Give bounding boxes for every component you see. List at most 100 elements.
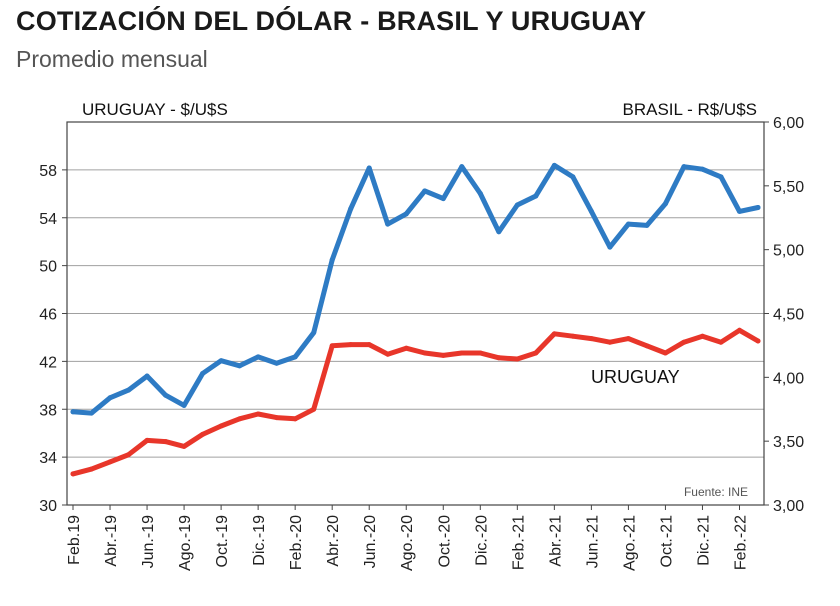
right-tick-label: 4,00 — [773, 370, 804, 387]
x-tick-label: Oct.-20 — [436, 515, 453, 568]
right-tick-label: 6,00 — [773, 115, 804, 132]
data-point — [570, 174, 576, 180]
data-point — [200, 371, 206, 377]
data-point — [699, 166, 705, 172]
data-point — [89, 410, 95, 416]
data-point — [496, 355, 502, 361]
data-point — [163, 392, 169, 398]
right-tick-label: 5,50 — [773, 179, 804, 196]
data-point — [514, 202, 520, 208]
source-note: Fuente: INE — [684, 485, 748, 499]
data-point — [477, 350, 483, 356]
data-point — [755, 205, 761, 211]
data-point — [440, 352, 446, 358]
gridlines — [67, 169, 764, 458]
data-point — [107, 459, 113, 465]
series-uruguay — [70, 327, 761, 477]
chart-subtitle: Promedio mensual — [16, 46, 208, 72]
data-point — [551, 162, 557, 168]
data-point — [385, 351, 391, 357]
data-point — [440, 196, 446, 202]
data-point — [292, 354, 298, 360]
data-point — [181, 402, 187, 408]
x-tick-label: Oct.-19 — [214, 515, 231, 568]
data-point — [144, 373, 150, 379]
x-tick-label: Abr.-21 — [547, 515, 564, 567]
data-point — [662, 350, 668, 356]
left-axis-title: URUGUAY - $/U$S — [82, 100, 228, 119]
data-point — [366, 165, 372, 171]
x-tick-label: Dic.-20 — [473, 515, 490, 566]
left-tick-label: 54 — [39, 211, 57, 228]
data-point — [385, 221, 391, 227]
data-point — [625, 336, 631, 342]
data-point — [533, 193, 539, 199]
data-point — [681, 164, 687, 170]
right-axis-title: BRASIL - R$/U$S — [623, 100, 757, 119]
data-point — [459, 164, 465, 170]
data-point — [255, 411, 261, 417]
series-lines — [70, 162, 761, 477]
right-tick-label: 5,00 — [773, 243, 804, 260]
x-tick-label: Abr.-19 — [103, 515, 120, 567]
data-point — [533, 350, 539, 356]
data-point — [329, 257, 335, 263]
left-tick-label: 38 — [39, 402, 57, 419]
data-point — [163, 439, 169, 445]
data-point — [403, 211, 409, 217]
data-point — [237, 416, 243, 422]
data-point — [699, 333, 705, 339]
x-tick-label: Feb.-22 — [732, 515, 749, 570]
data-point — [718, 339, 724, 345]
data-point — [200, 431, 206, 437]
data-point — [329, 343, 335, 349]
data-point — [274, 360, 280, 366]
x-tick-label: Feb.-20 — [288, 515, 305, 570]
series-line — [70, 327, 761, 477]
data-point — [255, 354, 261, 360]
left-tick-label: 30 — [39, 498, 57, 515]
right-tick-label: 3,00 — [773, 498, 804, 515]
x-tick-label: Jun.-20 — [362, 515, 379, 568]
x-tick-label: Jun.-21 — [584, 515, 601, 568]
data-point — [89, 466, 95, 472]
data-point — [422, 188, 428, 194]
x-tick-label: Jun.-19 — [140, 515, 157, 568]
data-point — [736, 208, 742, 214]
data-point — [292, 416, 298, 422]
data-point — [366, 342, 372, 348]
x-tick-label: Ago.-20 — [399, 515, 416, 571]
series-line — [70, 162, 761, 416]
data-point — [126, 387, 132, 393]
data-point — [218, 358, 224, 364]
data-point — [237, 363, 243, 369]
data-point — [607, 244, 613, 250]
data-point — [311, 406, 317, 412]
data-point — [311, 330, 317, 336]
data-point — [588, 336, 594, 342]
data-point — [607, 339, 613, 345]
data-point — [718, 174, 724, 180]
data-point — [126, 452, 132, 458]
data-point — [459, 350, 465, 356]
right-tick-label: 4,50 — [773, 307, 804, 324]
x-tick-label: Feb.19 — [66, 515, 83, 565]
data-point — [644, 222, 650, 228]
left-tick-label: 42 — [39, 354, 57, 371]
x-tick-label: Dic.-21 — [695, 515, 712, 566]
x-tick-label: Feb.-21 — [510, 515, 527, 570]
x-tick-label: Oct.-21 — [658, 515, 675, 568]
data-point — [496, 229, 502, 235]
right-axis-ticks: 3,00 3,50 4,00 4,50 5,00 5,50 6,00 — [764, 115, 804, 515]
data-point — [736, 327, 742, 333]
data-point — [551, 331, 557, 337]
data-point — [274, 415, 280, 421]
left-tick-label: 46 — [39, 307, 57, 324]
x-tick-label: Ago.-19 — [177, 515, 194, 571]
left-axis-ticks: 30 34 38 42 46 50 54 58 — [39, 163, 67, 515]
uruguay-series-label: URUGUAY — [591, 367, 680, 387]
data-point — [477, 190, 483, 196]
data-point — [348, 342, 354, 348]
data-point — [755, 338, 761, 344]
